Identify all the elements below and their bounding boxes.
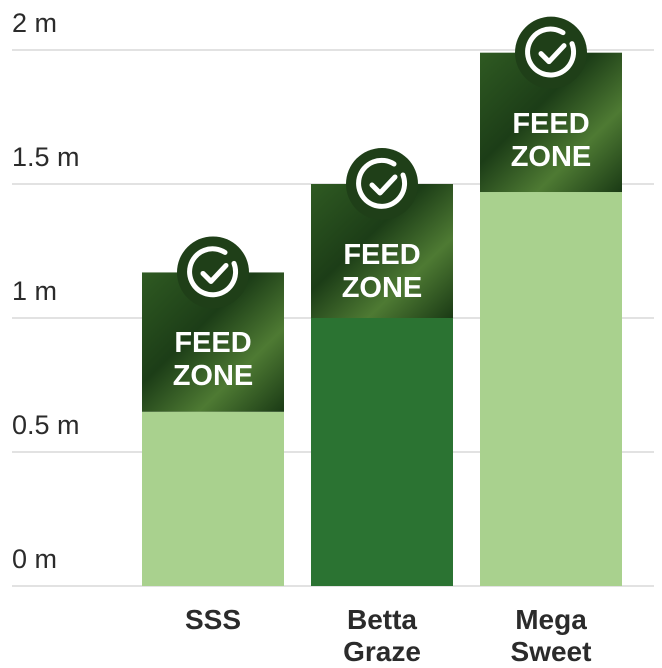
x-tick-label: Betta Graze [327, 604, 437, 668]
y-tick-label: 1.5 m [12, 142, 80, 172]
bar [311, 318, 453, 586]
y-tick-label: 0.5 m [12, 410, 80, 440]
bar [142, 412, 284, 586]
y-tick-label: 2 m [12, 8, 57, 38]
feed-zone-label: FEED ZONE [332, 239, 432, 305]
x-tick-label: Mega Sweet [496, 604, 606, 668]
chart: 0 m 0.5 m 1 m 1.5 m 2 m FEED ZONE SSS FEED ZON… [0, 0, 662, 668]
feed-zone-label: FEED ZONE [163, 327, 263, 393]
y-tick-label: 0 m [12, 544, 57, 574]
feed-zone-label: FEED ZONE [501, 108, 601, 174]
y-tick-label: 1 m [12, 276, 57, 306]
x-tick-label: SSS [158, 604, 268, 636]
bar [480, 192, 622, 586]
chart-svg: 0 m 0.5 m 1 m 1.5 m 2 m [0, 0, 662, 668]
